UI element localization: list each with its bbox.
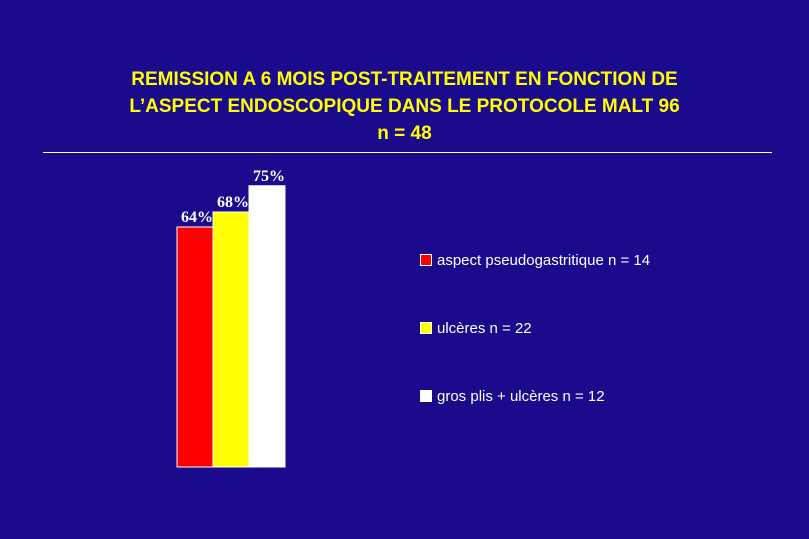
legend-swatch-yellow xyxy=(420,322,432,334)
legend-swatch-red xyxy=(420,254,432,266)
title-divider xyxy=(43,152,772,153)
title-line-3: n = 48 xyxy=(377,123,432,144)
legend-item-pseudogastritique: aspect pseudogastritique n = 14 xyxy=(420,252,650,270)
legend-label-gros-plis: gros plis + ulcères n = 12 xyxy=(437,388,605,405)
legend-label-pseudogastritique: aspect pseudogastritique n = 14 xyxy=(437,252,651,269)
title-line-1: REMISSION A 6 MOIS POST-TRAITEMENT EN FO… xyxy=(131,69,678,90)
data-label-3: 75% xyxy=(253,168,285,185)
legend-item-ulceres: ulcères n = 22 xyxy=(420,320,532,338)
title-line-2: L’ASPECT ENDOSCOPIQUE DANS LE PROTOCOLE … xyxy=(129,96,680,117)
data-label-1: 64% xyxy=(181,209,213,226)
bar-2 xyxy=(212,211,250,468)
chart-title: REMISSION A 6 MOIS POST-TRAITEMENT EN FO… xyxy=(0,66,809,147)
bar-1 xyxy=(176,226,214,468)
legend-swatch-white xyxy=(420,390,432,402)
data-label-2: 68% xyxy=(217,194,249,211)
legend-item-gros-plis: gros plis + ulcères n = 12 xyxy=(420,388,605,406)
legend-label-ulceres: ulcères n = 22 xyxy=(437,320,532,337)
bar-3 xyxy=(248,185,286,468)
